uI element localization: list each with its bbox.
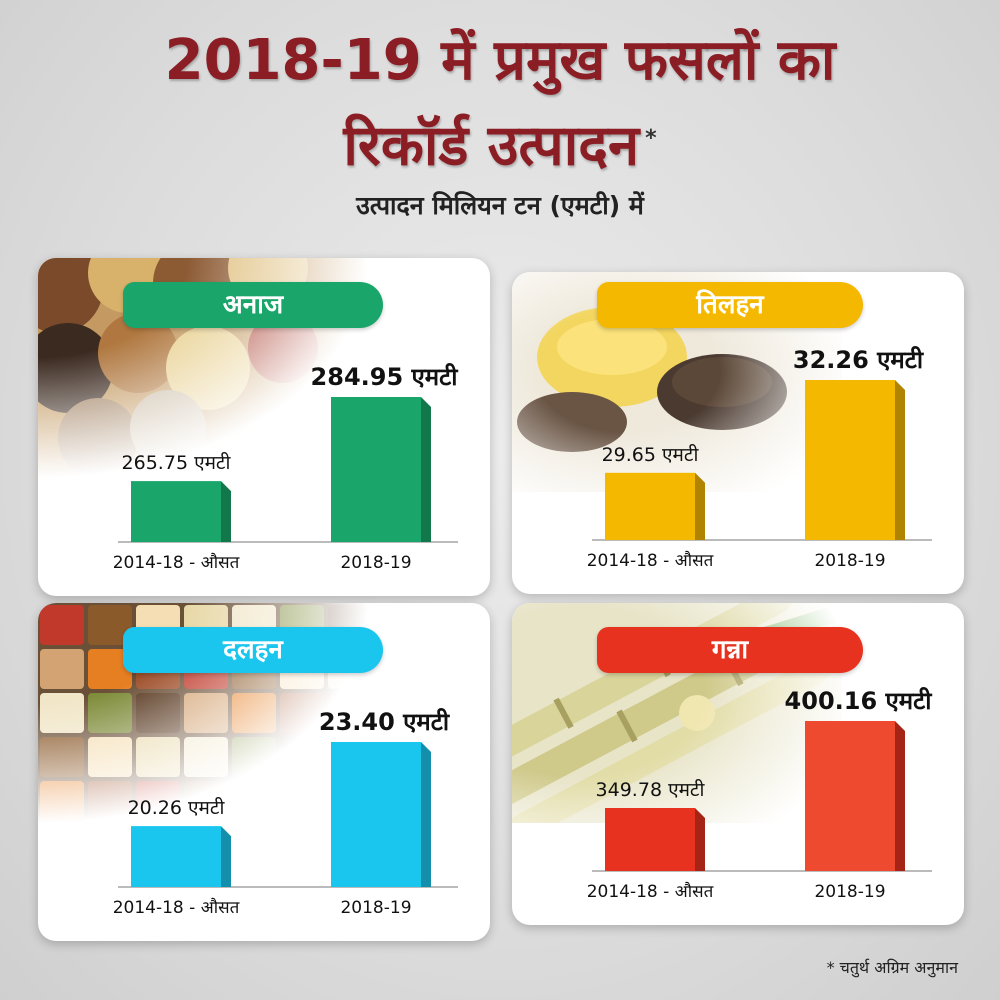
page-subtitle: उत्पादन मिलियन टन (एमटी) में: [356, 191, 644, 220]
chart-pulses: 20.26 एमटी 2014-18 - औसत 23.40 एमटी 2018-19: [113, 708, 458, 918]
category-label: 2018-19: [340, 553, 411, 573]
bar: [131, 826, 221, 887]
page-title-line-2: रिकॉर्ड उत्पादन *: [0, 104, 1000, 182]
panel-oilseeds: तिलहन 29.65 एमटी 2014-18 - औसत 32.26 एमटी 2…: [512, 272, 964, 594]
bar: [805, 721, 895, 871]
chart-cereals: 265.75 एमटी 2014-18 - औसत 284.95 एमटी 2018-…: [113, 363, 459, 573]
panel-sugarcane-title: गन्ना: [597, 627, 863, 673]
category-label: 2018-19: [340, 898, 411, 918]
bar: [605, 472, 695, 540]
data-label: 29.65 एमटी: [602, 443, 700, 466]
category-label: 2018-19: [814, 882, 885, 902]
bar: [331, 397, 421, 542]
footnote-text: चतुर्थ अग्रिम अनुमान: [839, 958, 958, 977]
panel-cereals: अनाज 265.75 एमटी 2014-18 - औसत 284.95 एमटी…: [38, 258, 490, 596]
bar-side: [895, 721, 905, 871]
bar-side: [421, 742, 431, 887]
page-title-line-2-text: रिकॉर्ड उत्पादन: [343, 113, 640, 179]
data-label: 265.75 एमटी: [122, 451, 232, 474]
page-title-line-1: 2018-19 में प्रमुख फसलों का: [164, 28, 836, 93]
panel-pulses-title: दलहन: [123, 627, 383, 673]
chart-sugarcane: 349.78 एमटी 2014-18 - औसत 400.16 एमटी 2018-…: [587, 687, 933, 902]
bar-side: [221, 481, 231, 542]
data-label: 32.26 एमटी: [793, 346, 924, 374]
category-label: 2014-18 - औसत: [587, 550, 714, 571]
bar-side: [421, 397, 431, 542]
title-asterisk: *: [645, 126, 657, 151]
bar: [805, 380, 895, 540]
panel-sugarcane: गन्ना 349.78 एमटी 2014-18 - औसत 400.16 एमट…: [512, 603, 964, 925]
data-label: 20.26 एमटी: [128, 796, 226, 819]
footnote-marker: *: [826, 958, 835, 977]
bar: [331, 742, 421, 887]
category-label: 2014-18 - औसत: [113, 897, 240, 918]
panel-oilseeds-title: तिलहन: [597, 282, 863, 328]
data-label: 349.78 एमटी: [596, 778, 706, 801]
bar: [605, 808, 695, 871]
data-label: 400.16 एमटी: [785, 687, 933, 715]
bar: [131, 481, 221, 542]
category-label: 2014-18 - औसत: [113, 552, 240, 573]
panel-cereals-title: अनाज: [123, 282, 383, 328]
category-label: 2018-19: [814, 551, 885, 571]
bar-side: [895, 380, 905, 540]
panel-pulses: दलहन 20.26 एमटी 2014-18 - औसत 23.40 एमटी 20…: [38, 603, 490, 941]
bar-side: [695, 472, 705, 540]
bar-side: [221, 826, 231, 887]
bar-side: [695, 808, 705, 871]
data-label: 284.95 एमटी: [311, 363, 459, 391]
footnote: * चतुर्थ अग्रिम अनुमान: [827, 956, 958, 978]
chart-oilseeds: 29.65 एमटी 2014-18 - औसत 32.26 एमटी 2018-19: [587, 346, 932, 571]
oilseeds-photo: [512, 272, 842, 492]
data-label: 23.40 एमटी: [319, 708, 450, 736]
category-label: 2014-18 - औसत: [587, 881, 714, 902]
